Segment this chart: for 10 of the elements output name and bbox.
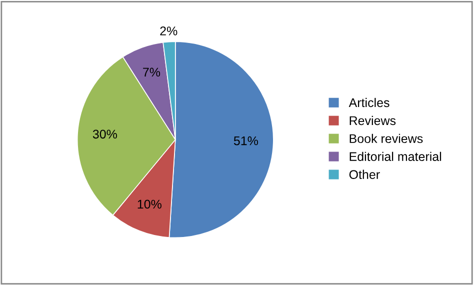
data-label: 30% (92, 130, 117, 139)
legend-label: Book reviews (350, 134, 423, 144)
legend-label: Editorial material (350, 152, 442, 162)
data-label: 2% (160, 26, 178, 36)
legend-label: Articles (348, 98, 390, 108)
data-label: 10% (138, 200, 162, 209)
data-label: 51% (234, 136, 258, 146)
data-label: 7% (143, 68, 160, 77)
legend-label: Reviews (350, 116, 396, 126)
legend-label: Other (349, 170, 380, 179)
